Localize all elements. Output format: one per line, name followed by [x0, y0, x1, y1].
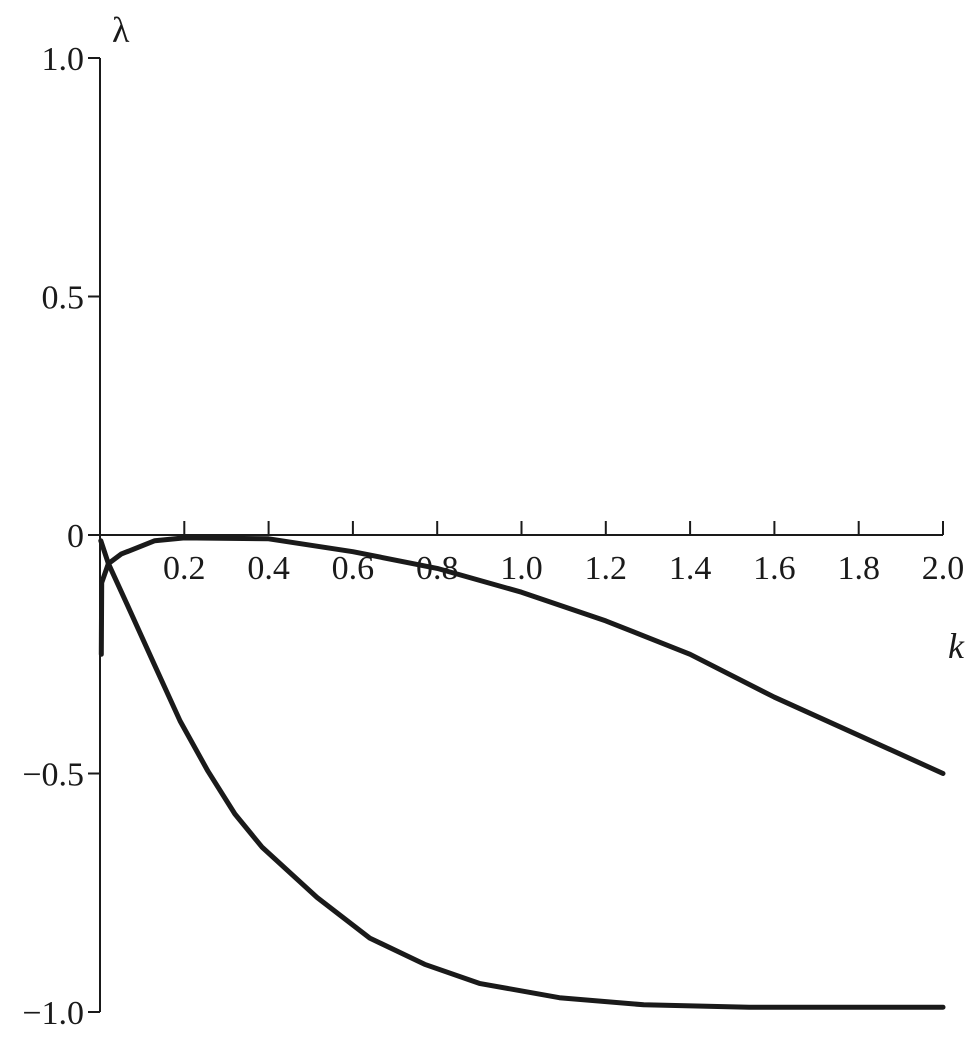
y-tick-label: 0.5	[42, 280, 85, 317]
series-lines	[98, 535, 946, 1010]
x-tick-label: 1.6	[753, 550, 796, 587]
series-line-1	[98, 535, 946, 776]
x-tick-label: 1.2	[585, 550, 628, 587]
y-tick-label: −1.0	[22, 995, 84, 1032]
x-tick-label: 2.0	[922, 550, 965, 587]
y-axis-label: λ	[112, 10, 130, 50]
y-tick-label: 0	[67, 518, 84, 555]
y-tick-label: 1.0	[42, 41, 85, 78]
x-axis-label: k	[948, 626, 965, 666]
x-tick-label: 1.8	[837, 550, 880, 587]
x-tick-label: 1.4	[669, 550, 712, 587]
x-tick-label: 0.2	[163, 550, 206, 587]
x-tick-label: 1.0	[500, 550, 543, 587]
x-tick-label: 0.4	[247, 550, 290, 587]
series-line-2	[98, 538, 946, 1010]
y-tick-label: −0.5	[22, 757, 84, 794]
ticks: 1.00.50−0.5−1.00.2 0.4 0.6 0.8 1.0 1.2 1.4 1.6 1…	[22, 41, 964, 1032]
